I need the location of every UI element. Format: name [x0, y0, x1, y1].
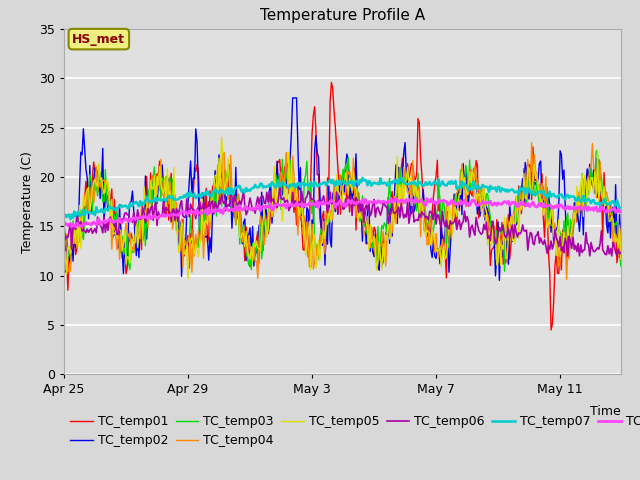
TC_temp08 — [392, 195, 400, 201]
TC_temp07 — [449, 181, 457, 187]
TC_temp02 — [60, 248, 68, 253]
TC_temp03 — [502, 235, 509, 241]
TC_temp03 — [103, 193, 111, 199]
TC_temp03 — [383, 231, 391, 237]
TC_temp01 — [547, 327, 555, 333]
TC_temp01 — [60, 220, 68, 226]
TC_temp07 — [492, 185, 499, 191]
Line: TC_temp02: TC_temp02 — [64, 98, 621, 280]
TC_temp01 — [617, 253, 625, 259]
TC_temp01 — [103, 196, 111, 202]
Legend: TC_temp01, TC_temp02, TC_temp03, TC_temp04, TC_temp05, TC_temp06, TC_temp07, TC_: TC_temp01, TC_temp02, TC_temp03, TC_temp… — [70, 415, 640, 447]
TC_temp06 — [490, 230, 498, 236]
TC_temp05 — [60, 267, 68, 273]
TC_temp08 — [104, 218, 112, 224]
TC_temp05 — [449, 230, 457, 236]
TC_temp07 — [104, 208, 112, 214]
TC_temp08 — [617, 209, 625, 215]
Line: TC_temp05: TC_temp05 — [64, 137, 621, 278]
TC_temp06 — [385, 221, 392, 227]
TC_temp07 — [386, 183, 394, 189]
Line: TC_temp08: TC_temp08 — [64, 198, 621, 227]
TC_temp06 — [564, 253, 572, 259]
TC_temp04 — [573, 210, 580, 216]
TC_temp08 — [573, 204, 580, 210]
TC_temp06 — [103, 218, 111, 224]
TC_temp02 — [448, 223, 456, 228]
TC_temp03 — [489, 237, 497, 242]
TC_temp01 — [573, 219, 580, 225]
TC_temp05 — [503, 255, 511, 261]
TC_temp02 — [503, 239, 511, 244]
TC_temp07 — [617, 205, 625, 211]
TC_temp03 — [60, 250, 68, 256]
TC_temp04 — [383, 234, 391, 240]
TC_temp03 — [572, 205, 579, 211]
TC_temp07 — [67, 216, 74, 222]
TC_temp01 — [502, 260, 509, 266]
TC_temp02 — [617, 235, 625, 240]
TC_temp02 — [490, 235, 498, 241]
TC_temp05 — [218, 134, 225, 140]
Line: TC_temp06: TC_temp06 — [64, 185, 621, 256]
TC_temp06 — [573, 249, 580, 254]
TC_temp01 — [328, 80, 335, 85]
Line: TC_temp07: TC_temp07 — [64, 178, 621, 219]
TC_temp08 — [385, 198, 392, 204]
TC_temp06 — [60, 222, 68, 228]
TC_temp05 — [492, 232, 499, 238]
TC_temp08 — [503, 201, 511, 206]
TC_temp05 — [573, 183, 580, 189]
TC_temp08 — [449, 198, 457, 204]
Line: TC_temp03: TC_temp03 — [64, 151, 621, 271]
TC_temp07 — [358, 175, 366, 180]
Line: TC_temp01: TC_temp01 — [64, 83, 621, 330]
TC_temp06 — [502, 235, 509, 240]
Text: Time: Time — [590, 405, 621, 418]
TC_temp08 — [60, 223, 68, 229]
TC_temp05 — [103, 178, 111, 183]
TC_temp06 — [276, 182, 284, 188]
TC_temp05 — [386, 236, 394, 242]
Text: HS_met: HS_met — [72, 33, 125, 46]
TC_temp03 — [447, 227, 454, 233]
TC_temp01 — [490, 243, 498, 249]
Title: Temperature Profile A: Temperature Profile A — [260, 9, 425, 24]
TC_temp02 — [385, 194, 392, 200]
TC_temp07 — [503, 187, 511, 192]
TC_temp04 — [500, 233, 508, 239]
TC_temp05 — [617, 256, 625, 262]
TC_temp02 — [289, 95, 296, 101]
Line: TC_temp04: TC_temp04 — [64, 143, 621, 279]
TC_temp03 — [617, 263, 625, 269]
TC_temp04 — [60, 256, 68, 262]
TC_temp05 — [184, 276, 192, 281]
TC_temp04 — [447, 223, 454, 228]
TC_temp04 — [617, 238, 625, 244]
TC_temp04 — [103, 180, 111, 186]
TC_temp04 — [489, 221, 497, 227]
TC_temp01 — [385, 233, 392, 239]
TC_temp02 — [573, 207, 580, 213]
TC_temp07 — [573, 198, 580, 204]
TC_temp08 — [72, 224, 79, 230]
TC_temp06 — [617, 250, 625, 255]
Y-axis label: Temperature (C): Temperature (C) — [20, 151, 33, 252]
TC_temp03 — [500, 268, 508, 274]
TC_temp03 — [593, 148, 600, 154]
TC_temp02 — [495, 277, 503, 283]
TC_temp04 — [563, 276, 570, 282]
TC_temp02 — [103, 192, 111, 198]
TC_temp08 — [492, 201, 499, 206]
TC_temp06 — [448, 221, 456, 227]
TC_temp04 — [528, 140, 536, 145]
TC_temp01 — [448, 219, 456, 225]
TC_temp07 — [60, 213, 68, 219]
